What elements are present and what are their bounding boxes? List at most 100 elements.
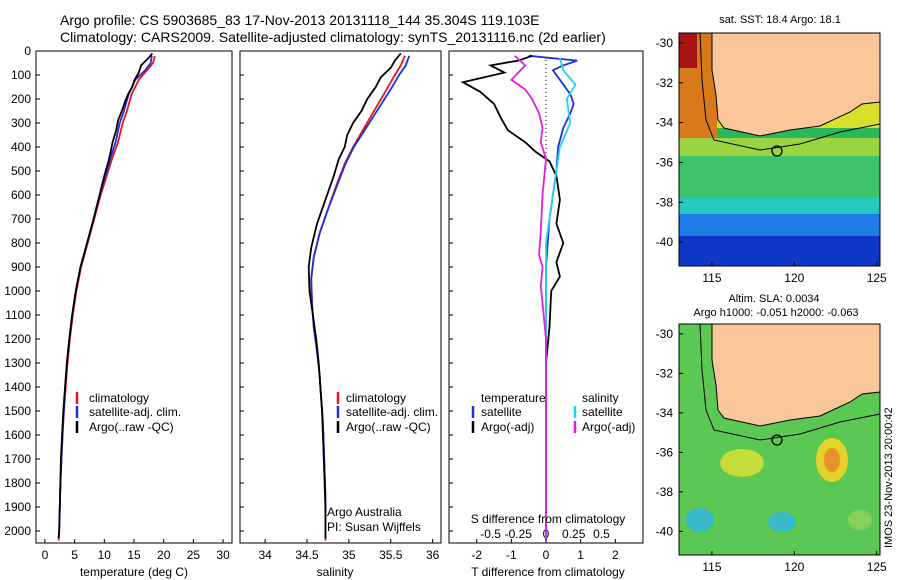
s-tick-label: -0.25 bbox=[505, 527, 533, 541]
sla-high-anomaly-core bbox=[824, 448, 840, 472]
sst-map: sat. SST: 18.4 Argo: 18.1 -30-32-34-36-3… bbox=[656, 14, 887, 285]
salinity-x-label: salinity bbox=[317, 565, 354, 579]
depth-tick-label: 300 bbox=[11, 116, 31, 130]
s-tick-label: 0.25 bbox=[562, 527, 586, 541]
depth-tick-label: 100 bbox=[11, 68, 31, 82]
sla-map: Altim. SLA: 0.0034 Argo h1000: -0.051 h2… bbox=[656, 293, 887, 574]
x-tick-label: 36 bbox=[426, 548, 440, 562]
lat-tick-label: -30 bbox=[656, 327, 674, 341]
lon-tick-label: 125 bbox=[867, 560, 887, 574]
s-tick-label: 0.5 bbox=[593, 527, 610, 541]
argo-float-location-marker bbox=[771, 145, 783, 157]
x-tick-label: 35.5 bbox=[379, 548, 403, 562]
x-tick-label: -2 bbox=[471, 548, 482, 562]
sla-field bbox=[679, 324, 880, 555]
australia-land bbox=[711, 33, 880, 137]
sla-low-anomaly bbox=[768, 512, 796, 532]
lat-tick-label: -38 bbox=[656, 195, 674, 209]
depth-tick-label: 200 bbox=[11, 92, 31, 106]
x-tick-label: 5 bbox=[71, 548, 78, 562]
temperature-x-axis: 0 5 10 15 20 25 30 bbox=[42, 539, 230, 562]
legend-salinity-title: salinity bbox=[582, 391, 619, 405]
depth-tick-label: 400 bbox=[11, 140, 31, 154]
sla-low-anomaly bbox=[686, 508, 714, 532]
sst-cool-band bbox=[679, 198, 880, 218]
lat-tick-label: -36 bbox=[656, 155, 674, 169]
sst-lon-axis: 115 120 125 bbox=[702, 262, 887, 285]
temperature-axes-frame bbox=[35, 50, 233, 544]
depth-tick-label: 800 bbox=[11, 236, 31, 250]
salinity-y-ticks bbox=[240, 50, 244, 532]
lon-tick-label: 125 bbox=[867, 271, 887, 285]
argo-australia-note: Argo Australia bbox=[327, 505, 402, 519]
legend-s-argo-label: Argo(-adj) bbox=[582, 420, 635, 434]
x-tick-label: 2 bbox=[612, 548, 619, 562]
lon-tick-label: 120 bbox=[784, 271, 804, 285]
x-tick-label: 0 bbox=[543, 548, 550, 562]
sla-anomaly bbox=[848, 510, 872, 530]
lat-tick-label: -40 bbox=[656, 235, 674, 249]
sst-depth-contour bbox=[699, 33, 880, 151]
s-difference-axis: -0.5 -0.25 0 0.25 0.5 bbox=[480, 527, 610, 541]
figure-title-line1: Argo profile: CS 5903685_83 17-Nov-2013 … bbox=[60, 12, 540, 28]
lon-tick-label: 115 bbox=[702, 271, 721, 285]
x-tick-label: 0 bbox=[42, 548, 49, 562]
s-difference-label: S difference from climatology bbox=[471, 512, 626, 526]
s-tick-label: -0.5 bbox=[480, 527, 501, 541]
lat-tick-label: -34 bbox=[656, 406, 674, 420]
depth-tick-label: 1800 bbox=[4, 476, 31, 490]
lon-tick-label: 115 bbox=[702, 560, 721, 574]
legend-temperature-title: temperature bbox=[481, 391, 546, 405]
t-difference-label: T difference from climatology bbox=[471, 565, 625, 579]
depth-tick-label: 1100 bbox=[5, 308, 31, 322]
salinity-argo-line bbox=[307, 52, 402, 539]
legend-t-satellite-label: satellite bbox=[481, 405, 522, 419]
sst-field bbox=[679, 33, 880, 266]
temperature-legend: climatology satellite-adj. clim. Argo(..… bbox=[75, 391, 181, 434]
lon-tick-label: 120 bbox=[784, 560, 804, 574]
depth-tick-label: 1000 bbox=[4, 284, 31, 298]
lat-tick-label: -34 bbox=[656, 116, 674, 130]
sla-lat-axis: -30 -32 -34 -36 -38 -40 bbox=[656, 327, 683, 538]
sla-map-title-1: Altim. SLA: 0.0034 bbox=[728, 293, 819, 305]
legend-t-argo-label: Argo(-adj) bbox=[481, 420, 534, 434]
legend-climatology-label: climatology bbox=[346, 391, 406, 405]
x-tick-label: 34.5 bbox=[295, 548, 319, 562]
x-tick-label: 25 bbox=[187, 548, 201, 562]
depth-tick-label: 900 bbox=[11, 260, 31, 274]
x-tick-label: 30 bbox=[216, 548, 230, 562]
figure-title-line2: Climatology: CARS2009. Satellite-adjuste… bbox=[60, 29, 606, 45]
sla-warm-anomaly bbox=[720, 449, 764, 477]
difference-y-ticks bbox=[449, 50, 453, 532]
sla-lon-axis: 115 120 125 bbox=[702, 551, 887, 574]
x-tick-label: 15 bbox=[127, 548, 141, 562]
legend-argo-label: Argo(..raw -QC) bbox=[346, 420, 431, 434]
depth-tick-label: 1400 bbox=[4, 380, 31, 394]
depth-tick-label: 1200 bbox=[4, 332, 31, 346]
legend-argo-label: Argo(..raw -QC) bbox=[89, 420, 174, 434]
argo-float-location-marker bbox=[771, 434, 783, 446]
s-diff-satellite-line bbox=[545, 57, 577, 539]
sst-warmest-patch bbox=[679, 33, 697, 68]
difference-legend: temperature satellite Argo(-adj) salinit… bbox=[471, 391, 635, 434]
depth-axis: 0 100 200 300 400 500 600 700 800 900 1000 1100 1200… bbox=[4, 44, 40, 538]
salinity-axes-frame bbox=[239, 50, 442, 544]
sla-map-frame bbox=[678, 323, 881, 556]
legend-satellite-label: satellite-adj. clim. bbox=[89, 405, 181, 419]
sst-map-title: sat. SST: 18.4 Argo: 18.1 bbox=[719, 14, 841, 26]
s-diff-argo-line bbox=[510, 55, 547, 539]
legend-climatology-label: climatology bbox=[89, 391, 149, 405]
x-tick-label: 35 bbox=[342, 548, 356, 562]
x-tick-label: 34 bbox=[258, 548, 272, 562]
salinity-x-axis: 34 34.5 35 35.5 36 bbox=[258, 539, 440, 562]
depth-tick-label: 1300 bbox=[4, 356, 31, 370]
depth-tick-label: 2000 bbox=[4, 524, 31, 538]
depth-tick-label: 1600 bbox=[4, 428, 31, 442]
sst-lat-axis: -30 -32 -34 -36 -38 -40 bbox=[656, 36, 683, 249]
sst-mid-band bbox=[679, 156, 880, 198]
x-tick-label: 1 bbox=[577, 548, 584, 562]
pi-note: PI: Susan Wijffels bbox=[327, 520, 421, 534]
temperature-panel: 0100200300400500600700800900100011001200… bbox=[4, 44, 233, 579]
lat-tick-label: -32 bbox=[656, 76, 674, 90]
